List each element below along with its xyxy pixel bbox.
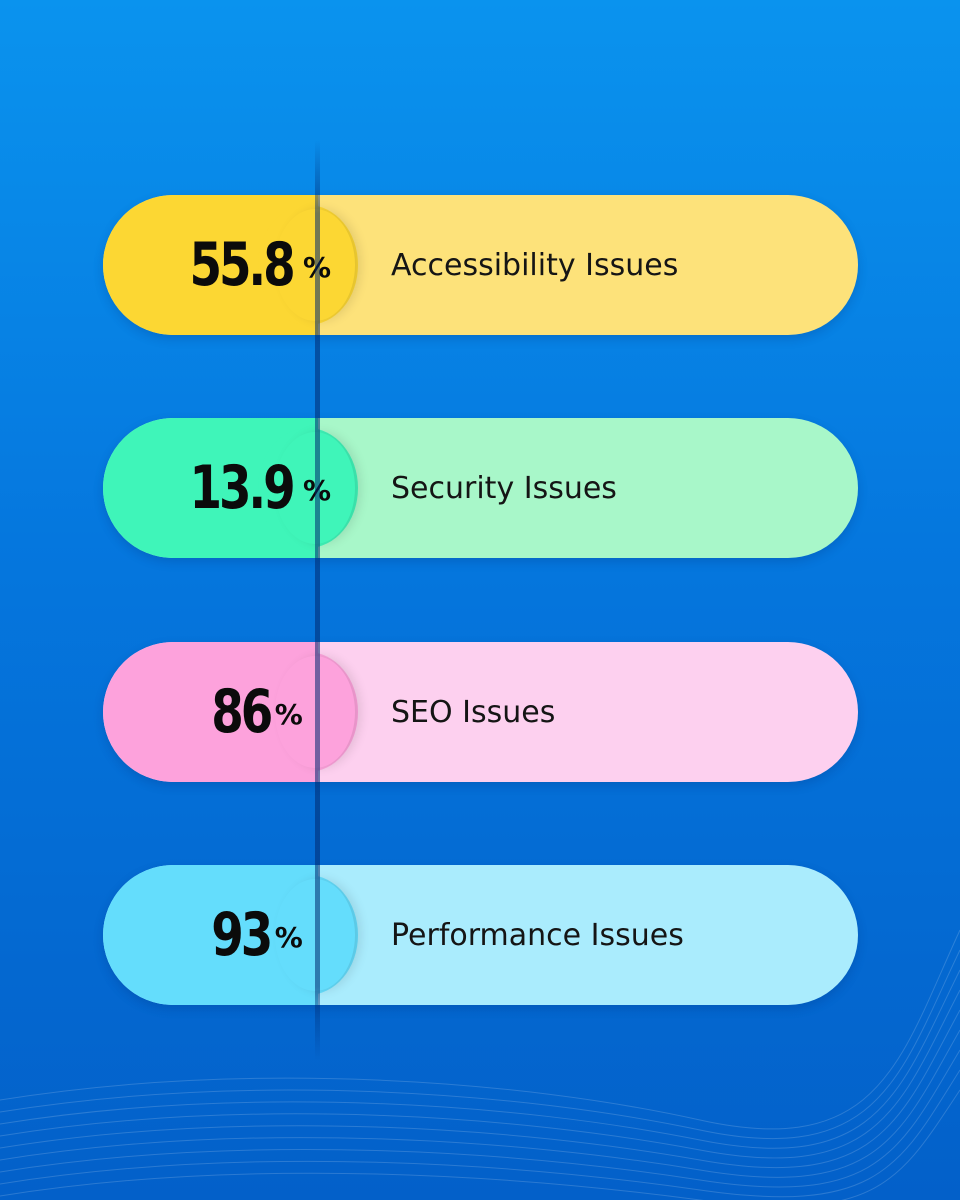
stat-row-seo: 86 % SEO Issues — [103, 642, 858, 782]
stat-label: Accessibility Issues — [391, 247, 679, 283]
stat-label: Performance Issues — [391, 917, 684, 953]
stat-pill — [103, 418, 858, 558]
stat-pill — [103, 195, 858, 335]
timeline-spine — [315, 140, 320, 1060]
stat-label: Security Issues — [391, 470, 617, 506]
stat-pill — [103, 865, 858, 1005]
stat-row-security: 13.9 % Security Issues — [103, 418, 858, 558]
stat-row-accessibility: 55.8 % Accessibility Issues — [103, 195, 858, 335]
stat-label: SEO Issues — [391, 694, 556, 730]
stat-value: 55.8 % — [189, 230, 331, 300]
stat-row-performance: 93 % Performance Issues — [103, 865, 858, 1005]
stat-value: 93 % — [211, 900, 303, 970]
stat-value: 13.9 % — [189, 453, 331, 523]
stat-value: 86 % — [211, 677, 303, 747]
stat-pill — [103, 642, 858, 782]
